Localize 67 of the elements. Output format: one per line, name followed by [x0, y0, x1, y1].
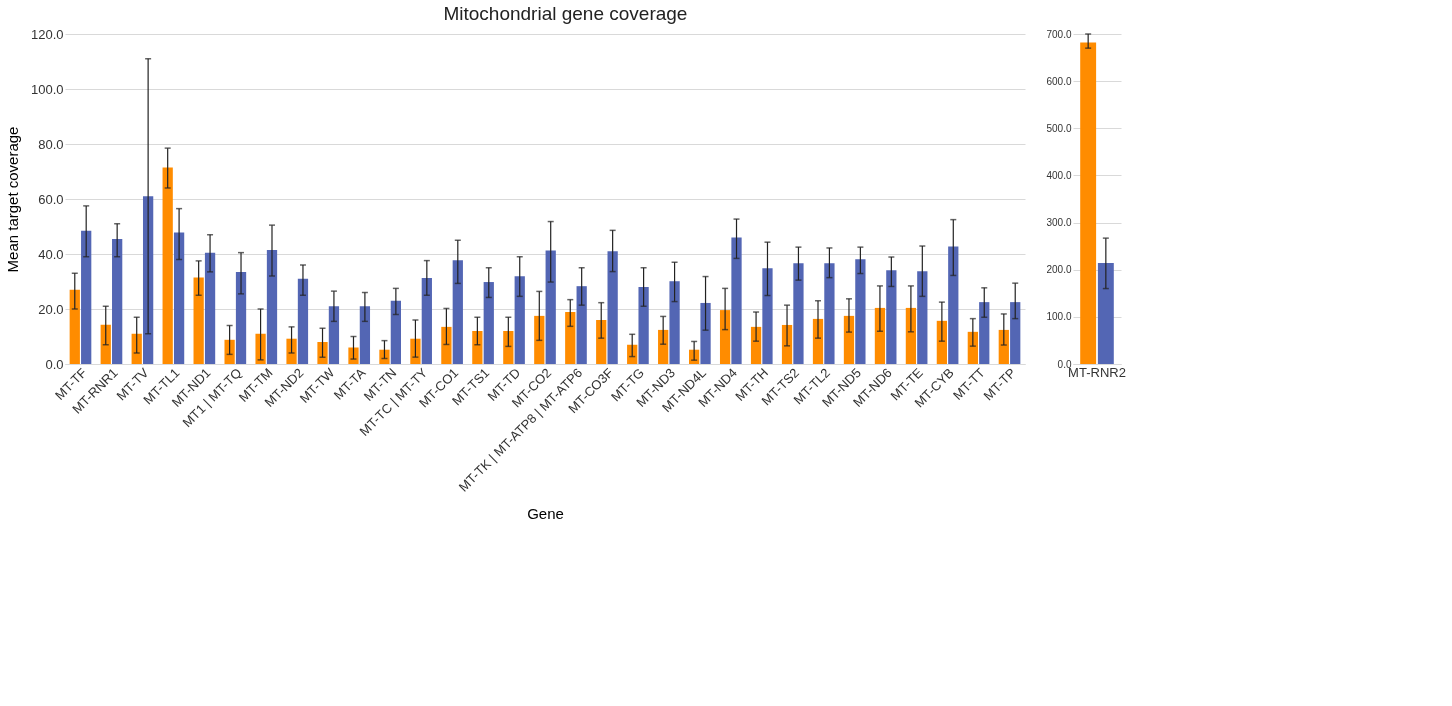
bar — [69, 289, 80, 364]
bar — [421, 277, 432, 364]
bar — [607, 251, 618, 364]
y-tick-label: 120.0 — [30, 26, 64, 42]
bar — [534, 315, 545, 364]
bar — [452, 260, 463, 364]
bar — [286, 338, 297, 364]
bar — [1010, 302, 1021, 364]
bar — [824, 263, 835, 364]
bar — [390, 300, 401, 364]
y-tick-label: 300.0 — [1046, 217, 1072, 229]
bar — [81, 230, 92, 364]
bar — [359, 306, 371, 364]
y-tick-label: 60.0 — [38, 191, 64, 207]
bar — [669, 281, 680, 364]
bar — [979, 302, 990, 364]
bar — [545, 250, 556, 364]
bar — [472, 331, 483, 364]
bar — [131, 333, 142, 364]
bar — [627, 344, 638, 364]
bar — [719, 310, 731, 364]
bar — [112, 238, 123, 364]
bar — [173, 232, 185, 364]
chart-title: Mitochondrial gene coverage — [443, 3, 688, 24]
bar — [596, 320, 607, 364]
y-tick-label: 20.0 — [38, 301, 64, 317]
bar — [565, 312, 576, 364]
bar — [441, 326, 452, 364]
bar — [855, 259, 866, 364]
bar — [503, 331, 514, 364]
bar — [266, 249, 278, 364]
bar — [658, 329, 669, 364]
y-tick-label: 100.0 — [30, 81, 64, 97]
bar — [483, 282, 494, 364]
y-tick-label: 400.0 — [1046, 169, 1072, 181]
y-tick-label: 200.0 — [1046, 264, 1072, 276]
bar — [638, 287, 649, 364]
y-tick-label: 700.0 — [1046, 28, 1072, 40]
y-tick-label: 80.0 — [38, 136, 64, 152]
bar — [762, 268, 773, 364]
bar — [193, 277, 204, 364]
bar — [328, 306, 340, 364]
x-axis-title: Gene — [527, 504, 564, 522]
bar — [576, 286, 587, 364]
y-tick-label: 0.0 — [45, 356, 64, 372]
bar — [162, 167, 173, 364]
y-axis-title: Mean target coverage — [3, 126, 21, 273]
bar — [948, 246, 959, 364]
bar — [793, 263, 804, 364]
y-tick-label: 100.0 — [1046, 311, 1072, 323]
bar — [235, 271, 247, 364]
bar — [886, 270, 897, 364]
bar — [731, 237, 742, 364]
bar — [700, 302, 711, 364]
bar — [514, 276, 525, 364]
bar — [998, 329, 1009, 364]
bar — [750, 326, 762, 364]
bar — [967, 331, 978, 364]
bar — [297, 278, 309, 364]
bar — [917, 271, 928, 364]
y-tick-label: 40.0 — [38, 246, 64, 262]
bar — [100, 324, 111, 364]
bar — [224, 339, 235, 364]
bar — [204, 252, 216, 364]
y-tick-label: 600.0 — [1046, 75, 1072, 87]
y-tick-label: 500.0 — [1046, 122, 1072, 134]
bar — [379, 349, 390, 364]
